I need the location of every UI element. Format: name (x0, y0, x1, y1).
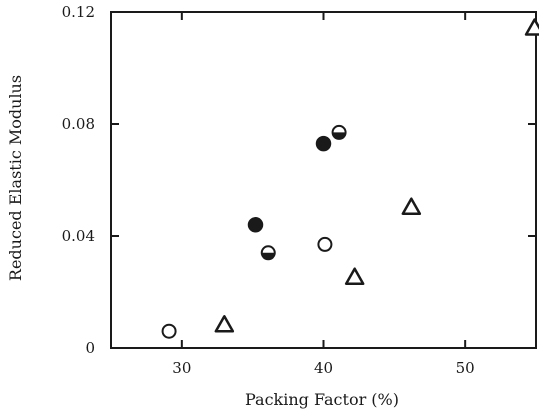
filled-circle-point (315, 135, 332, 152)
open-triangle-point (524, 18, 539, 36)
open-triangle-point (214, 315, 235, 333)
y-tick-label: 0.04 (62, 227, 95, 245)
open-circle-point (161, 323, 177, 339)
x-tick-label: 50 (456, 359, 475, 377)
plot-border (110, 11, 537, 349)
open-triangle-point (344, 267, 365, 285)
half-filled-circle-point (260, 245, 276, 261)
filled-circle-point (247, 217, 264, 233)
x-tick-label: 40 (314, 359, 333, 377)
plot-frame (110, 11, 537, 349)
y-axis: 0 0.04 0.08 0.12 (62, 3, 536, 357)
y-axis-label: Reduced Elastic Modulus (6, 75, 25, 281)
half-filled-circle-point (331, 124, 347, 140)
open-triangle-point (401, 197, 422, 215)
open-circle-point (317, 236, 333, 252)
x-axis: 30 40 50 (172, 12, 475, 377)
y-tick-label: 0.12 (62, 3, 95, 21)
y-tick-label: 0.08 (62, 115, 95, 133)
data-points (161, 18, 539, 339)
x-axis-label: Packing Factor (%) (245, 390, 399, 409)
x-tick-label: 30 (172, 359, 191, 377)
y-tick-label: 0 (85, 339, 95, 357)
